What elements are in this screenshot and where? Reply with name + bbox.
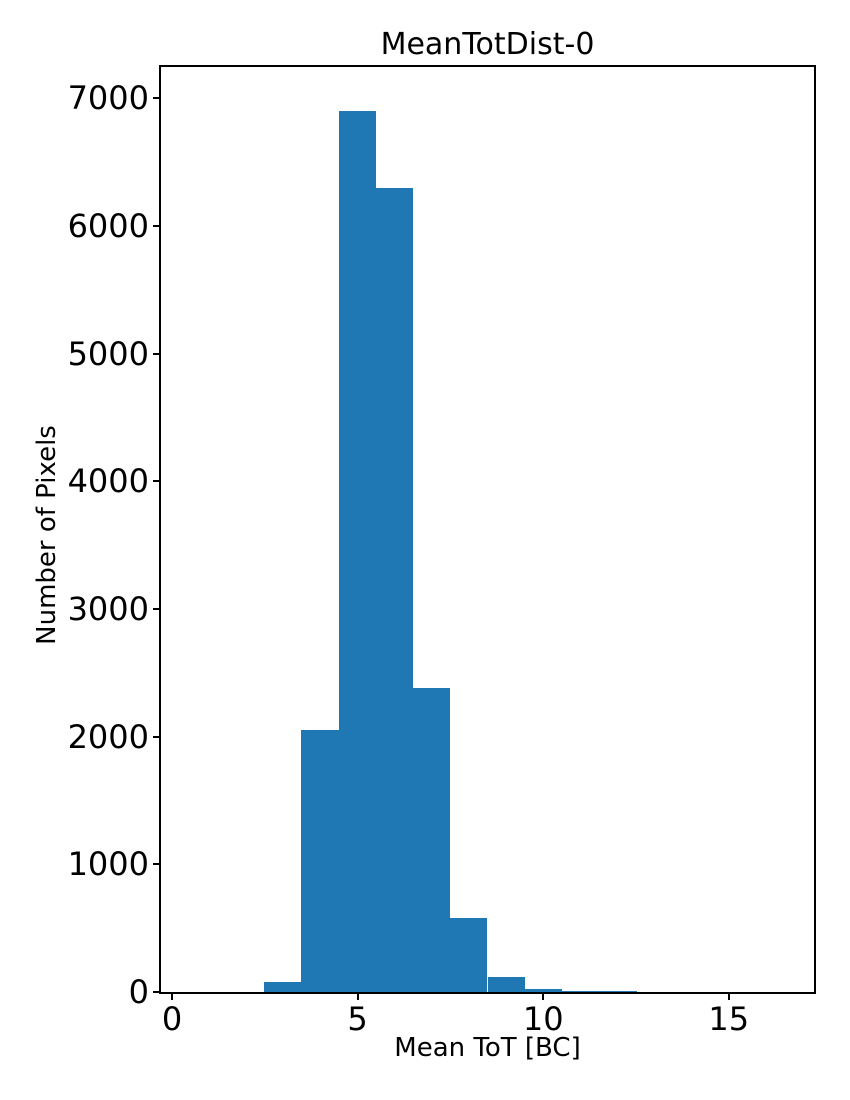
histogram-bar: [599, 991, 637, 992]
x-axis-tick: [542, 992, 545, 1000]
y-axis-tick: [153, 225, 161, 227]
y-tick-label: 0: [128, 973, 149, 1011]
histogram-bar: [450, 917, 488, 992]
x-tick-label: 15: [708, 1000, 750, 1038]
histogram-bar: [301, 730, 339, 992]
y-axis-tick: [153, 480, 161, 483]
y-tick-label: 2000: [67, 717, 149, 756]
x-axis-tick: [356, 992, 359, 1000]
y-axis-tick: [153, 735, 161, 738]
chart-title: MeanTotDist-0: [380, 27, 595, 62]
histogram-bar: [375, 187, 413, 992]
plot-area: [159, 65, 816, 994]
y-axis-tick: [153, 352, 161, 355]
x-axis-tick: [727, 992, 730, 1000]
histogram-bar: [338, 111, 376, 992]
histogram-bar: [524, 988, 563, 992]
histogram-bar: [264, 982, 302, 992]
histogram-bars: [161, 67, 814, 992]
y-tick-label: 5000: [67, 334, 149, 373]
y-axis-tick: [153, 863, 161, 866]
y-axis-tick: [153, 991, 161, 993]
x-axis-tick: [171, 992, 174, 1000]
y-tick-label: 7000: [67, 79, 149, 118]
y-tick-label: 1000: [67, 845, 149, 884]
x-tick-label: 5: [347, 1000, 368, 1038]
histogram-bar: [412, 688, 451, 992]
x-tick-label: 0: [161, 1000, 183, 1038]
y-axis-tick: [153, 97, 161, 100]
histogram-bar: [487, 976, 525, 992]
histogram-bar: [562, 990, 600, 992]
y-axis-tick: [153, 608, 161, 610]
y-tick-label: 3000: [67, 590, 149, 628]
y-tick-label: 4000: [67, 462, 149, 501]
y-tick-label: 6000: [67, 207, 149, 245]
y-axis-label: Number of Pixels: [32, 425, 62, 645]
x-axis-label: Mean ToT [BC]: [394, 1033, 581, 1063]
x-tick-label: 10: [522, 1000, 564, 1038]
